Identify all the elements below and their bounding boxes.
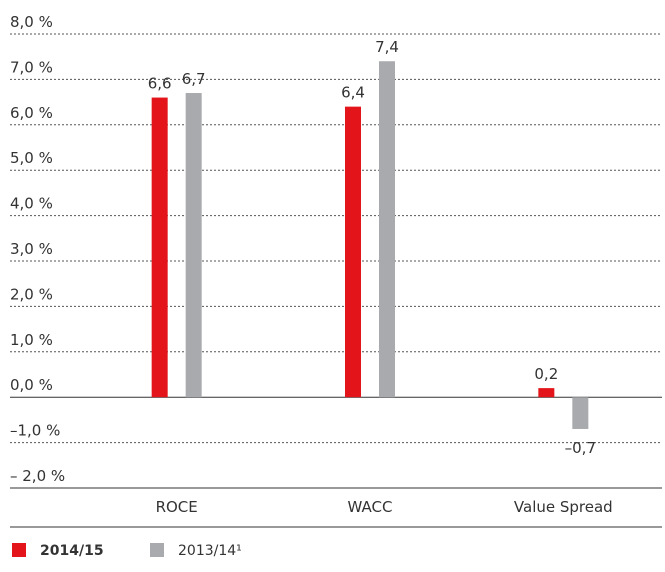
y-tick-label: – 2,0 % <box>10 467 65 485</box>
bar <box>345 106 361 398</box>
y-tick-label: 0,0 % <box>10 376 53 394</box>
data-label: –0,7 <box>565 439 596 457</box>
y-tick-label: 7,0 % <box>10 58 53 76</box>
bar <box>185 93 202 398</box>
y-tick-label: 1,0 % <box>10 331 53 349</box>
legend-swatch <box>150 543 164 557</box>
x-tick-label: WACC <box>348 498 393 516</box>
data-label: 6,4 <box>341 84 365 102</box>
data-label: 6,6 <box>148 75 172 93</box>
legend-swatch <box>12 543 26 557</box>
legend-label: 2013/14¹ <box>178 543 242 559</box>
bar <box>572 397 589 429</box>
bar <box>379 61 395 398</box>
y-tick-label: 5,0 % <box>10 149 53 167</box>
y-tick-label: –1,0 % <box>10 422 60 440</box>
x-tick-label: ROCE <box>156 498 198 516</box>
data-label: 7,4 <box>375 38 399 56</box>
bar <box>538 388 555 398</box>
y-tick-label: 4,0 % <box>10 195 53 213</box>
data-label: 0,2 <box>534 365 558 383</box>
y-tick-label: 2,0 % <box>10 285 53 303</box>
data-label: 6,7 <box>182 70 206 88</box>
bar <box>151 97 168 398</box>
y-tick-label: 8,0 % <box>10 13 53 31</box>
x-tick-label: Value Spread <box>514 498 613 516</box>
legend-label: 2014/15 <box>40 543 104 559</box>
y-tick-label: 3,0 % <box>10 240 53 258</box>
y-tick-label: 6,0 % <box>10 104 53 122</box>
